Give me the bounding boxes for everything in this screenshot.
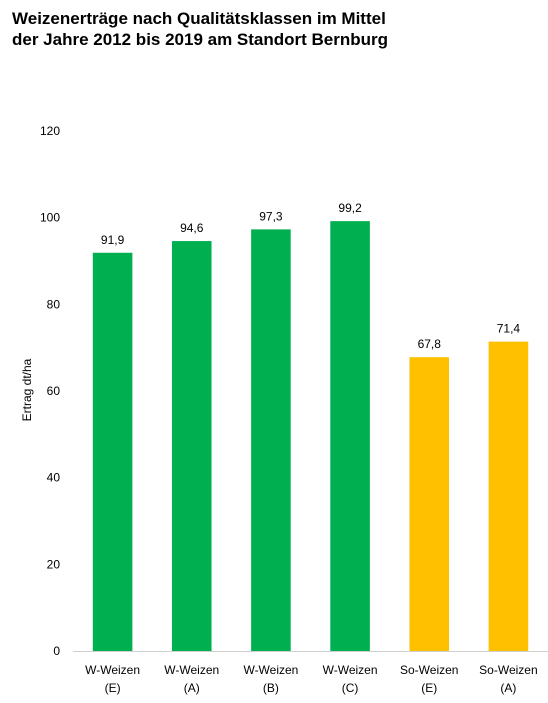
x-tick-label: W-Weizen bbox=[243, 663, 298, 677]
bar bbox=[251, 229, 291, 651]
y-tick-label: 40 bbox=[47, 471, 61, 485]
bar bbox=[330, 221, 370, 651]
data-label: 67,8 bbox=[418, 337, 442, 351]
x-tick-label: (A) bbox=[184, 681, 200, 695]
chart-title: Weizenerträge nach Qualitätsklassen im M… bbox=[12, 8, 532, 50]
data-label: 99,2 bbox=[338, 201, 362, 215]
chart-title-line-1: Weizenerträge nach Qualitätsklassen im M… bbox=[12, 9, 386, 28]
y-tick-label: 100 bbox=[40, 211, 60, 225]
data-labels: 91,9 94,6 97,3 99,2 67,8 71,4 bbox=[101, 201, 521, 351]
x-tick-label: So-Weizen bbox=[400, 663, 458, 677]
bars bbox=[92, 221, 529, 652]
y-tick-label: 80 bbox=[47, 297, 61, 311]
data-label: 71,4 bbox=[497, 322, 521, 336]
x-tick-label: (E) bbox=[421, 681, 437, 695]
x-tick-label: W-Weizen bbox=[323, 663, 378, 677]
x-tick-label: W-Weizen bbox=[85, 663, 140, 677]
data-label: 94,6 bbox=[180, 221, 204, 235]
y-tick-label: 60 bbox=[47, 384, 61, 398]
bar bbox=[409, 357, 450, 651]
x-tick-label: (C) bbox=[342, 681, 359, 695]
x-axis: W-Weizen (E) W-Weizen (A) W-Weizen (B) W-Weize… bbox=[73, 651, 548, 695]
x-tick-label: W-Weizen bbox=[164, 663, 219, 677]
x-tick-label: (B) bbox=[263, 681, 279, 695]
y-tick-label: 0 bbox=[53, 644, 60, 658]
bar bbox=[92, 252, 133, 651]
y-tick-label: 20 bbox=[47, 557, 61, 571]
bar bbox=[488, 341, 529, 651]
x-tick-label: (A) bbox=[500, 681, 516, 695]
y-axis: 0 20 40 60 80 100 120 bbox=[40, 124, 60, 658]
bar bbox=[171, 241, 212, 652]
y-axis-label: Ertrag dt/ha bbox=[20, 358, 34, 421]
chart-title-line-2: der Jahre 2012 bis 2019 am Standort Bern… bbox=[12, 30, 389, 49]
x-tick-label: (E) bbox=[105, 681, 121, 695]
data-label: 91,9 bbox=[101, 233, 125, 247]
x-tick-label: So-Weizen bbox=[479, 663, 537, 677]
y-tick-label: 120 bbox=[40, 124, 60, 138]
data-label: 97,3 bbox=[259, 209, 283, 223]
